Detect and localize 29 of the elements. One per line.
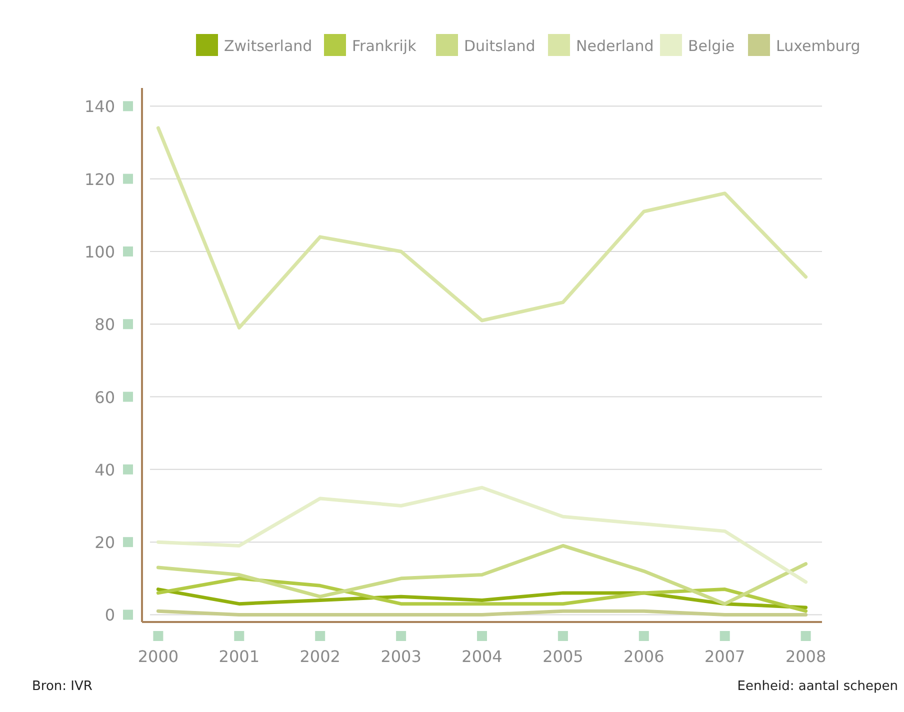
y-tick-label: 80 bbox=[94, 315, 115, 334]
legend-label: Belgie bbox=[688, 37, 735, 55]
y-tick-label: 120 bbox=[84, 170, 115, 189]
x-tick-label: 2003 bbox=[380, 647, 422, 666]
line-series bbox=[156, 544, 808, 606]
line-series bbox=[156, 126, 808, 330]
y-tick-label: 40 bbox=[94, 460, 115, 480]
x-tick-label: 2006 bbox=[624, 647, 664, 666]
y-tick-label: 0 bbox=[104, 606, 115, 625]
y-tick-label: 140 bbox=[84, 97, 115, 116]
x-tick-label: 2002 bbox=[300, 647, 340, 666]
x-tick-label: 2007 bbox=[704, 647, 746, 666]
x-tick-label: 2001 bbox=[218, 647, 260, 666]
y-tick-label: 60 bbox=[94, 388, 115, 407]
line-series bbox=[156, 486, 808, 584]
x-tick-label: 2008 bbox=[785, 647, 826, 666]
y-tick-label: 100 bbox=[84, 242, 115, 262]
text: Eenheid: aantal schepen bbox=[737, 679, 898, 694]
legend-label: Frankrijk bbox=[352, 37, 417, 55]
x-tick-label: 2000 bbox=[138, 647, 179, 666]
text: Bron: IVR bbox=[32, 679, 92, 694]
line-series bbox=[156, 576, 808, 613]
y-tick-label: 20 bbox=[94, 533, 115, 552]
legend-label: Duitsland bbox=[464, 37, 536, 55]
x-tick-label: 2005 bbox=[542, 647, 584, 666]
x-tick-label: 2004 bbox=[462, 647, 502, 666]
legend-label: Nederland bbox=[576, 37, 654, 55]
legend-label: Luxemburg bbox=[776, 37, 860, 55]
legend-label: Zwitserland bbox=[224, 37, 312, 55]
